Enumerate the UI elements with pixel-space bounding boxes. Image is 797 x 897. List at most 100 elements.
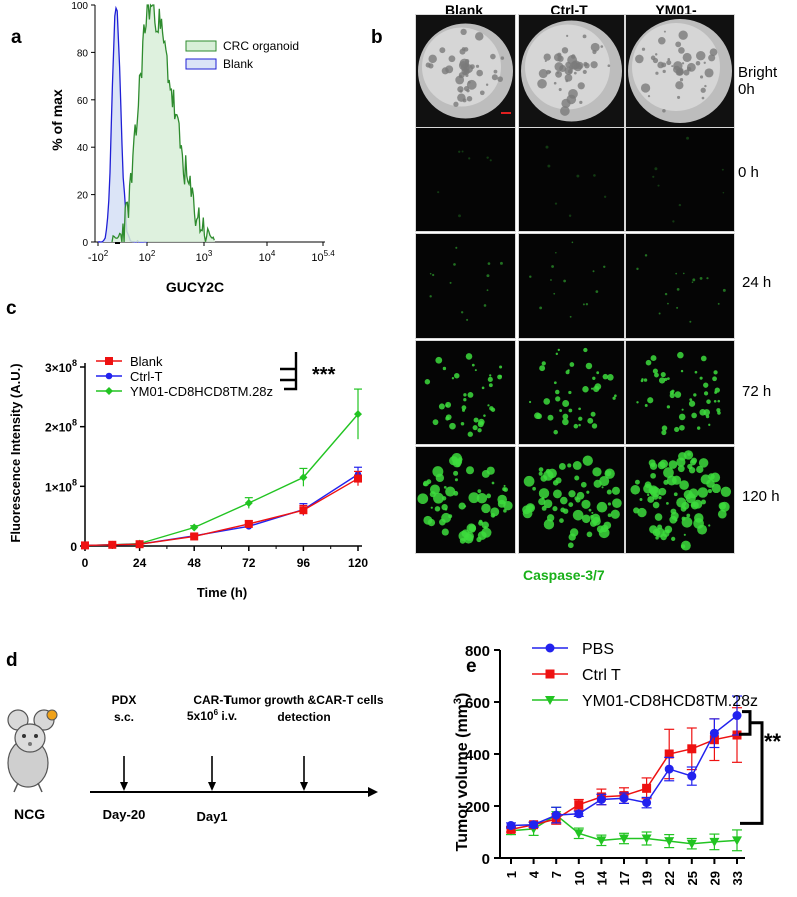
histogram-y-label: % of max [49,89,65,151]
tumor-point-ym01 [596,836,606,845]
caspase-spot [524,476,535,487]
caspase-spot [654,167,657,170]
caspase-spot [482,470,490,478]
caspase-spot [677,288,680,291]
caspase-spot [445,486,455,496]
legend-swatch-crc [186,41,216,51]
caspase-spot [474,418,479,423]
caspase-spot [435,506,440,511]
fluorescence-x-tick-label: 0 [82,556,89,570]
caspase-spot [659,377,665,383]
panel-letter-c: c [6,298,17,320]
caspase-spot [712,484,721,493]
caspase-spot [466,466,474,474]
caspase-spot [448,514,452,518]
tumor-point-ctrl [687,744,696,753]
caspase-spot [487,289,489,291]
caspase-spot [586,491,589,494]
organoid [696,61,701,66]
panel-letter-a: a [11,27,22,49]
fluorescence-line-0 [85,479,358,546]
tumor-point-pbs [710,729,719,738]
organoid [562,47,568,53]
micrograph-r2-c1 [518,233,625,339]
caspase-spot [586,303,588,305]
caspase-spot [548,415,554,421]
organoid [426,63,431,68]
histogram-x-tick-label: 104 [259,249,276,264]
caspase-spot [543,398,550,405]
fluorescence-legend-marker [105,387,113,395]
organoid [439,47,445,53]
caspase-spot [455,478,458,481]
caspase-spot [720,502,730,512]
organoid [653,58,658,63]
caspase-spot [716,408,720,412]
organoid [679,31,688,40]
organoid [557,56,563,62]
caspase-spot [587,532,593,538]
caspase-spot [568,391,571,394]
row-label-bright: Bright 0h [738,64,797,98]
fluorescence-line-2 [85,414,358,545]
caspase-spot [417,493,428,504]
organoid [704,85,706,87]
micrograph-background [416,128,515,231]
micrograph-r0-c0 [415,14,516,128]
caspase-spot [491,408,495,412]
caspase-spot [452,377,454,379]
organoid [457,93,465,101]
organoid [565,79,568,82]
organoid [678,47,685,54]
significance-label-e: ** [764,729,782,754]
caspase-spot [572,242,574,244]
timeline-event-arrowhead [208,782,216,791]
caspase-spot [477,493,487,503]
caspase-spot [713,370,717,374]
caspase-spot [539,306,542,309]
caspase-spot [661,372,666,377]
fluorescence-y-tick-label: 3×108 [45,358,77,375]
histogram-x-tick-label: 105.4 [311,249,335,264]
caspase-spot [578,407,581,410]
caspase-spot [563,280,566,283]
caspase-spot [539,488,549,498]
caspase-spot [682,517,686,521]
caspase-spot [569,533,576,540]
organoid [459,90,462,93]
caspase-spot [592,467,601,476]
fluorescence-legend-label: Blank [130,354,163,369]
caspase-spot [679,414,686,421]
organoid [683,53,692,62]
caspase-spot [552,506,557,511]
caspase-spot [681,541,691,551]
histogram-y-tick-label: 40 [77,143,89,154]
fluorescence-x-tick-label: 96 [297,556,311,570]
fluorescence-legend-marker [106,373,113,380]
caspase-spot [458,214,461,217]
caspase-spot [658,488,666,496]
tumor-x-tick-label: 1 [504,871,519,878]
tumor-point-ctrl [642,784,651,793]
caspase-spot [523,509,533,519]
organoid [675,81,683,89]
caspase-spot [432,274,434,276]
caspase-spot [667,476,677,486]
caspase-spot [677,352,684,359]
caspase-spot [562,414,568,420]
histogram-y-tick-label: 80 [77,48,89,59]
caspase-spot [450,282,452,284]
caspase-spot [433,493,444,504]
caspase-spot [667,377,670,380]
histogram-x-tick-label: 102 [139,249,156,264]
fluorescence-point-ym01 [245,499,253,507]
caspase-spot [573,510,584,521]
caspase-spot [547,514,554,521]
caspase-spot [574,424,579,429]
organoid [428,55,436,63]
caspase-spot [539,467,544,472]
caspase-spot [439,403,445,409]
caspase-spot [653,502,660,509]
caspase-spot [568,409,572,413]
timeline-event-detail: 5x106 i.v. [187,708,237,723]
